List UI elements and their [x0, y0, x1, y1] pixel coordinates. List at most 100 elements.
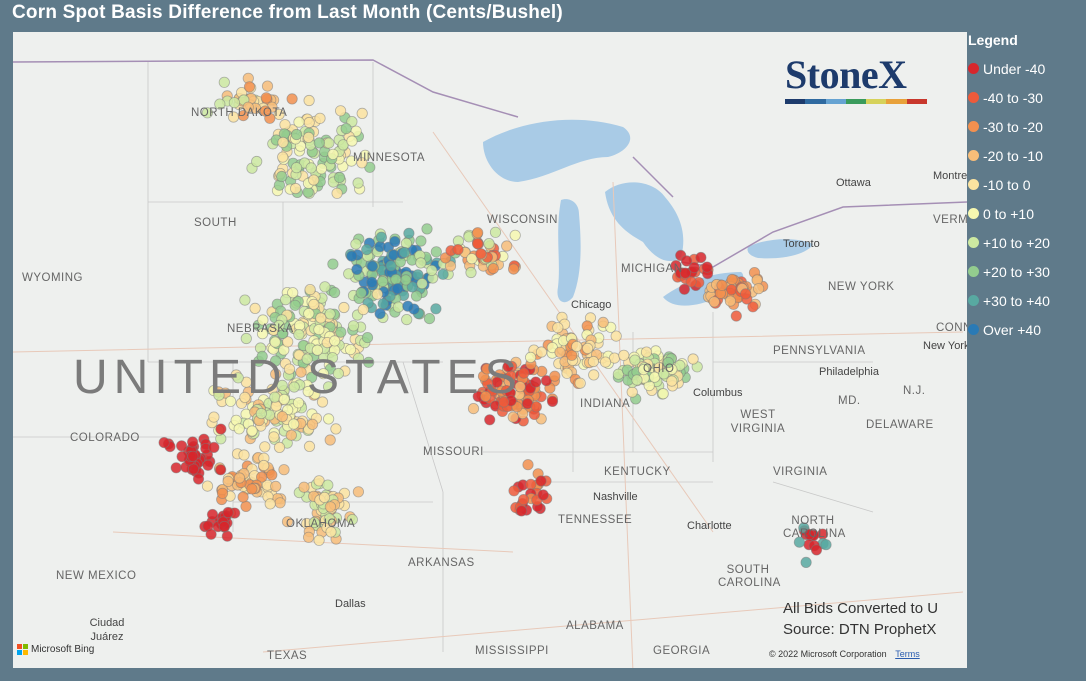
bid-point[interactable]	[793, 536, 806, 548]
bid-point[interactable]	[390, 273, 402, 285]
bid-point[interactable]	[724, 295, 737, 307]
bid-point[interactable]	[346, 513, 358, 526]
bid-point[interactable]	[581, 342, 594, 354]
bid-point[interactable]	[588, 369, 600, 381]
bid-point[interactable]	[530, 376, 542, 388]
bid-point[interactable]	[415, 235, 427, 247]
bid-point[interactable]	[626, 386, 638, 398]
bid-point[interactable]	[222, 475, 234, 487]
bid-point[interactable]	[289, 299, 301, 311]
bid-point[interactable]	[554, 346, 566, 358]
bid-point[interactable]	[375, 231, 387, 243]
bid-point[interactable]	[276, 379, 288, 391]
bid-point[interactable]	[587, 355, 600, 368]
bid-point[interactable]	[421, 223, 433, 235]
bid-point[interactable]	[251, 155, 263, 168]
bid-point[interactable]	[308, 298, 320, 310]
bid-point[interactable]	[315, 163, 328, 175]
bid-point[interactable]	[483, 238, 495, 250]
bid-point[interactable]	[269, 336, 281, 348]
bid-point[interactable]	[324, 308, 336, 320]
bid-point[interactable]	[322, 413, 335, 425]
bid-point[interactable]	[498, 396, 510, 408]
bid-point[interactable]	[361, 244, 373, 256]
bid-point[interactable]	[323, 137, 335, 149]
terms-link[interactable]: Terms	[895, 649, 920, 659]
bid-point[interactable]	[351, 263, 363, 275]
bid-point[interactable]	[535, 346, 548, 358]
bid-point[interactable]	[218, 520, 230, 533]
bid-point[interactable]	[392, 301, 404, 313]
bid-point[interactable]	[313, 137, 325, 149]
legend-item[interactable]: -10 to 0	[968, 170, 1086, 199]
bid-point[interactable]	[319, 281, 331, 293]
bid-point[interactable]	[308, 174, 320, 186]
bid-point[interactable]	[522, 459, 534, 471]
bid-point[interactable]	[515, 505, 528, 517]
bid-point[interactable]	[322, 479, 334, 491]
bid-point[interactable]	[658, 368, 670, 380]
bid-point[interactable]	[311, 344, 323, 356]
bid-point[interactable]	[283, 363, 296, 375]
bid-point[interactable]	[334, 105, 347, 117]
bid-point[interactable]	[246, 483, 258, 495]
bid-point[interactable]	[716, 279, 728, 291]
bid-point[interactable]	[279, 294, 292, 306]
bid-point[interactable]	[329, 335, 341, 347]
bid-point[interactable]	[487, 262, 499, 275]
bid-point[interactable]	[274, 497, 286, 509]
bing-attribution[interactable]: Microsoft Bing	[17, 644, 94, 655]
bid-point[interactable]	[258, 459, 270, 472]
bid-point[interactable]	[237, 491, 249, 503]
bid-point[interactable]	[222, 506, 234, 519]
bid-point[interactable]	[255, 407, 267, 420]
bid-point[interactable]	[282, 336, 294, 348]
bid-point[interactable]	[416, 278, 428, 290]
bid-point[interactable]	[298, 481, 310, 493]
bid-point[interactable]	[517, 493, 530, 506]
bid-point[interactable]	[466, 253, 478, 265]
bid-point[interactable]	[314, 112, 326, 124]
bid-point[interactable]	[293, 328, 305, 341]
bid-point[interactable]	[366, 276, 378, 288]
legend-item[interactable]: -20 to -10	[968, 141, 1086, 170]
bid-point[interactable]	[391, 283, 404, 295]
bid-point[interactable]	[215, 423, 227, 435]
bid-point[interactable]	[800, 556, 812, 569]
bid-point[interactable]	[402, 300, 414, 312]
bid-point[interactable]	[264, 498, 276, 510]
bid-point[interactable]	[332, 367, 344, 380]
bid-point[interactable]	[303, 440, 316, 452]
bid-point[interactable]	[187, 450, 199, 462]
bid-point[interactable]	[293, 116, 305, 128]
bid-point[interactable]	[266, 469, 278, 481]
bid-point[interactable]	[688, 262, 700, 274]
bid-point[interactable]	[331, 187, 343, 199]
bid-point[interactable]	[290, 128, 303, 141]
bid-point[interactable]	[257, 314, 269, 326]
bid-point[interactable]	[225, 395, 237, 407]
bid-point[interactable]	[277, 136, 289, 149]
bid-point[interactable]	[292, 397, 305, 409]
bid-point[interactable]	[518, 367, 530, 379]
bid-point[interactable]	[239, 294, 251, 306]
bid-point[interactable]	[401, 313, 413, 326]
legend-item[interactable]: -40 to -30	[968, 83, 1086, 112]
bid-point[interactable]	[303, 116, 315, 129]
bid-point[interactable]	[549, 370, 561, 382]
bid-point[interactable]	[305, 162, 317, 174]
bid-point[interactable]	[508, 485, 520, 497]
bid-point[interactable]	[730, 310, 742, 322]
bid-point[interactable]	[507, 263, 520, 275]
bid-point[interactable]	[637, 363, 650, 376]
bid-point[interactable]	[302, 531, 315, 543]
bid-point[interactable]	[303, 307, 315, 320]
bid-point[interactable]	[276, 170, 288, 183]
bid-point[interactable]	[685, 276, 697, 288]
bid-point[interactable]	[295, 366, 307, 378]
bid-point[interactable]	[561, 367, 573, 379]
bid-point[interactable]	[233, 472, 246, 484]
bid-point[interactable]	[509, 229, 521, 241]
bid-point[interactable]	[430, 246, 442, 258]
bid-point[interactable]	[356, 107, 368, 120]
